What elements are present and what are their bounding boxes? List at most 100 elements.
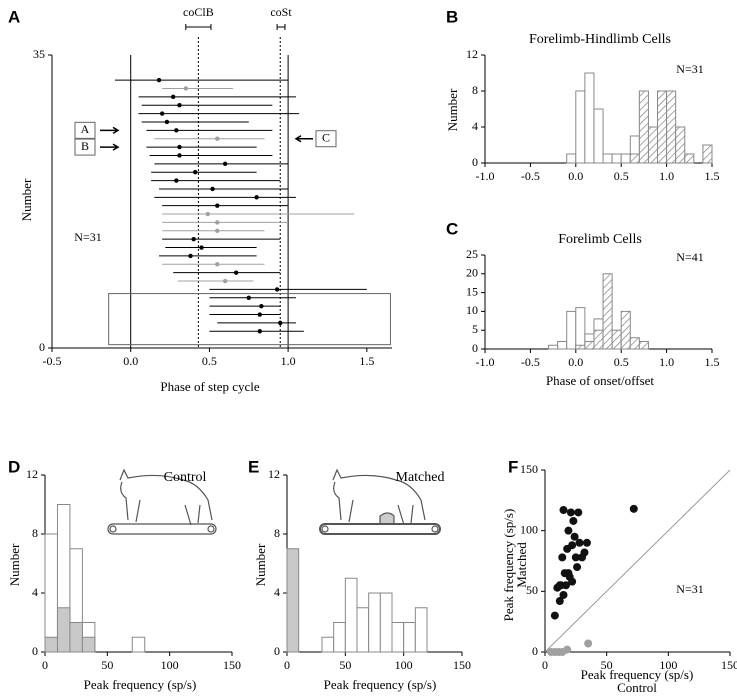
callout-box [74, 121, 96, 139]
x-tick-label: 0.5 [614, 169, 629, 183]
y-tick-label: 4 [32, 585, 38, 599]
callout-label: B [81, 139, 89, 153]
y-tick-label: 100 [520, 522, 538, 536]
annotation: N=31 [676, 582, 703, 596]
histogram-bar [629, 337, 640, 350]
panel-letter: E [248, 457, 259, 476]
x-tick-label: 50 [601, 658, 613, 672]
scatter-point [569, 516, 578, 525]
scatter-point [561, 581, 570, 590]
panel-title: Forelimb Cells [558, 232, 642, 247]
histogram-bar [602, 273, 613, 350]
cell-phase [177, 153, 182, 158]
y-tick-label: 150 [520, 462, 538, 476]
histogram-bar [602, 153, 613, 164]
histogram-bar [548, 344, 559, 350]
scatter-point [584, 639, 593, 648]
x-tick-label: 150 [223, 658, 241, 672]
panel-letter: C [446, 219, 458, 238]
y-tick-label: 25 [466, 247, 478, 261]
x-tick-label: -0.5 [521, 355, 540, 369]
histogram-bar [286, 548, 300, 653]
histogram-bar [620, 310, 631, 350]
x-tick-label: -1.0 [476, 355, 495, 369]
scatter-point [559, 590, 568, 599]
cell-phase [257, 329, 262, 334]
y-tick-label: 8 [274, 526, 280, 540]
y-axis-label: Number [7, 543, 22, 586]
x-axis-label: Phase of step cycle [160, 379, 260, 394]
x-tick-label: -0.5 [521, 169, 540, 183]
histogram-bar [56, 607, 71, 653]
histogram-bar [584, 340, 595, 350]
x-tick-label: 150 [453, 658, 471, 672]
cell-phase [215, 136, 220, 141]
histogram-bar [69, 622, 83, 653]
histogram-bar [638, 340, 649, 350]
cell-phase [215, 220, 220, 225]
y-tick-label: 0 [39, 340, 45, 354]
histogram-bar [414, 607, 428, 653]
panel-letter: B [446, 7, 458, 26]
histogram-bar [684, 153, 695, 164]
x-tick-label: 1.5 [705, 355, 720, 369]
scatter-point [575, 538, 584, 547]
y-tick-label: 20 [466, 266, 478, 280]
x-axis-label: Peak frequency (sp/s) [84, 677, 197, 692]
scatter-point [574, 508, 583, 517]
cell-phase [233, 270, 239, 275]
scatter-point [568, 577, 577, 586]
histogram-bar [391, 622, 405, 653]
x-tick-label: 0.5 [202, 354, 217, 368]
x-tick-label: -1.0 [476, 169, 495, 183]
scatter-point [558, 553, 567, 562]
x-tick-label: -0.5 [43, 354, 62, 368]
reference-bracket [185, 24, 212, 30]
cell-phase [254, 195, 259, 200]
histogram-bar [44, 636, 58, 653]
y-tick-label: 8 [32, 526, 38, 540]
x-tick-label: 1.0 [659, 355, 674, 369]
histogram-bar [575, 307, 586, 350]
histogram-bar [566, 153, 577, 164]
cell-phase [193, 170, 198, 175]
histogram-bar [575, 90, 586, 164]
cell-phase [174, 128, 179, 133]
x-tick-label: 50 [101, 658, 113, 672]
x-axis-label: Control [617, 680, 657, 695]
cat-control [107, 468, 217, 535]
histogram-bar [593, 329, 604, 350]
x-tick-label: 100 [395, 658, 413, 672]
histogram-bar [368, 592, 381, 653]
cell-phase [257, 312, 262, 317]
reference-bracket [276, 24, 286, 30]
panel-title: Matched [396, 470, 445, 485]
scatter-point [564, 526, 573, 535]
reference-label: coClB [183, 5, 214, 19]
histogram-bar [344, 577, 358, 653]
cell-phase [171, 94, 176, 100]
cell-phase [215, 262, 220, 267]
x-tick-label: 0.0 [568, 355, 583, 369]
y-tick-label: 4 [274, 585, 280, 599]
panel-letter: A [8, 7, 20, 26]
histogram-bar [666, 90, 677, 164]
x-tick-label: 0 [42, 658, 48, 672]
histogram-bar [611, 153, 622, 164]
cell-phase [159, 111, 165, 116]
scatter-point [629, 504, 638, 513]
y-tick-label: 12 [26, 467, 38, 481]
histogram-bar [702, 144, 713, 164]
cell-phase [164, 119, 170, 125]
y-tick-label: 0 [32, 644, 38, 658]
scatter-point [560, 569, 569, 578]
histogram-bar [44, 533, 58, 653]
histogram-bar [333, 622, 346, 653]
x-tick-label: 100 [161, 658, 179, 672]
panel-letter: D [8, 457, 20, 476]
y-tick-label: 0 [472, 341, 478, 355]
scatter-point [559, 506, 568, 515]
callout-box [315, 130, 337, 148]
histogram-bar [356, 607, 370, 653]
callout-label: C [322, 130, 330, 144]
